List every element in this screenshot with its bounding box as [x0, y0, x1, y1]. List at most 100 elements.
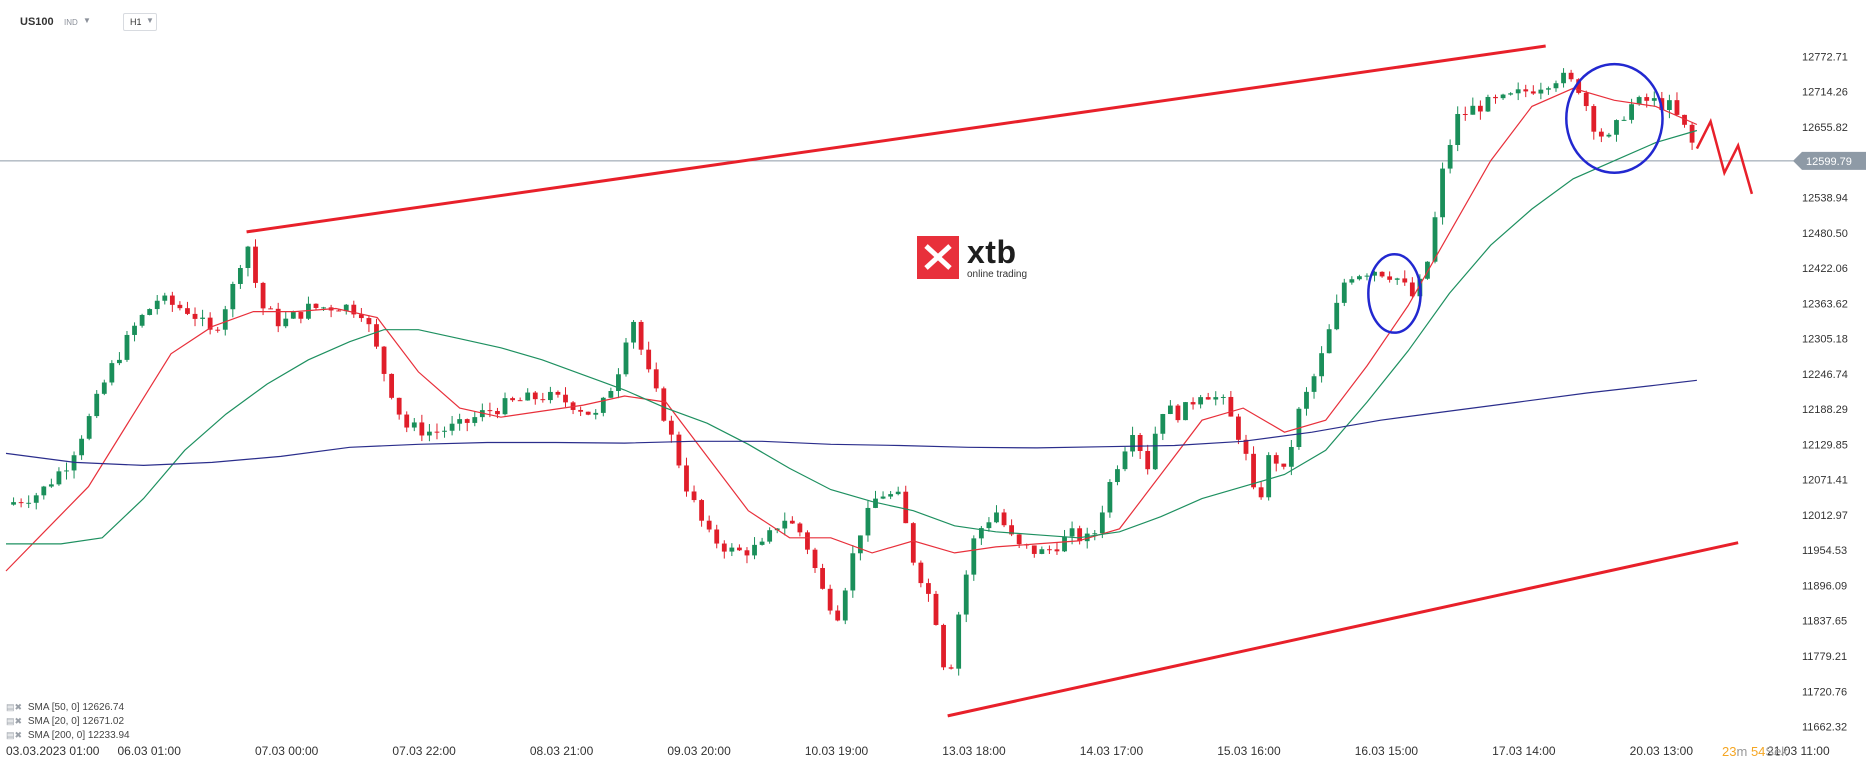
- candle-body: [1069, 528, 1075, 537]
- candle-body: [1402, 278, 1408, 283]
- channel-lines: [246, 44, 1739, 718]
- candle-body: [1205, 397, 1211, 400]
- candle-body: [1198, 397, 1204, 405]
- candle-body: [767, 530, 773, 542]
- candle-body: [600, 397, 606, 413]
- candle-body: [1523, 89, 1529, 92]
- candle-body: [389, 373, 395, 398]
- candle-body: [729, 547, 735, 552]
- candle-body: [608, 390, 614, 398]
- candle-body: [290, 312, 296, 319]
- symbol-label[interactable]: US100: [20, 16, 54, 28]
- price-tick-label: 12363.62: [1802, 298, 1848, 310]
- candle-body: [1462, 113, 1468, 115]
- candle-body: [147, 309, 153, 315]
- settings-close-icon[interactable]: ▤✖: [6, 702, 23, 712]
- candle-body: [464, 419, 470, 423]
- candle-body: [495, 411, 500, 415]
- candle-body: [1372, 271, 1377, 276]
- candle-body: [714, 529, 720, 544]
- candle-body: [888, 494, 894, 497]
- legend-item[interactable]: ▤✖ SMA [200, 0] 12233.94: [6, 728, 130, 742]
- time-tick-label: 07.03 22:00: [392, 744, 456, 758]
- candle-body: [411, 422, 417, 428]
- candle-body: [434, 431, 440, 433]
- candles: [11, 68, 1695, 676]
- candle-body: [835, 610, 841, 621]
- candle-body: [79, 438, 85, 456]
- candle-body: [351, 304, 357, 315]
- timer-minutes-unit: m: [1736, 744, 1748, 759]
- candle-body: [268, 308, 274, 310]
- candle-body: [1538, 89, 1544, 94]
- candle-body: [1341, 282, 1347, 303]
- time-tick-label: 16.03 15:00: [1355, 744, 1419, 758]
- time-tick-label: 17.03 14:00: [1492, 744, 1556, 758]
- candle-body: [865, 507, 871, 536]
- candle-body: [1009, 525, 1015, 535]
- settings-close-icon[interactable]: ▤✖: [6, 730, 23, 740]
- candle-body: [101, 382, 107, 394]
- price-tick-label: 12071.41: [1802, 475, 1848, 487]
- candle-body: [1364, 275, 1370, 277]
- timeframe-select[interactable]: H1 ▼: [123, 13, 157, 31]
- candle-body: [1266, 455, 1272, 498]
- candle-body: [1175, 405, 1181, 421]
- candle-body: [646, 349, 652, 370]
- candle-body: [797, 523, 803, 533]
- candle-body: [1251, 453, 1256, 488]
- candle-body: [139, 314, 145, 326]
- candle-body: [948, 667, 954, 669]
- candle-body: [850, 553, 856, 591]
- time-tick-label: 20.03 13:00: [1630, 744, 1694, 758]
- candle-body: [313, 303, 319, 308]
- candle-body: [971, 538, 977, 575]
- candle-body: [525, 392, 531, 401]
- candle-body: [752, 544, 757, 556]
- candle-body: [48, 484, 54, 487]
- candle-body: [668, 420, 674, 435]
- time-tick-label: 06.03 01:00: [117, 744, 181, 758]
- candle-body: [336, 310, 342, 312]
- candle-body: [132, 325, 137, 335]
- candle-body: [1440, 168, 1445, 218]
- candle-body: [782, 520, 788, 529]
- candle-body: [1515, 89, 1521, 94]
- candle-body: [1689, 124, 1695, 143]
- candle-body: [1236, 416, 1241, 440]
- candle-body: [41, 486, 47, 496]
- time-tick-label: 10.03 19:00: [805, 744, 869, 758]
- timer-seconds-unit: Sek: [1765, 744, 1788, 759]
- time-tick-label: 03.03.2023 01:00: [6, 744, 100, 758]
- candle-body: [1546, 88, 1551, 90]
- candle-body: [1115, 469, 1120, 483]
- candle-body: [343, 304, 349, 312]
- candle-body: [1674, 100, 1680, 115]
- legend-item[interactable]: ▤✖ SMA [20, 0] 12671.02: [6, 714, 130, 728]
- candle-body: [1682, 114, 1687, 125]
- chart-toolbar: US100 IND ▼ H1 ▼: [0, 0, 1866, 36]
- candle-body: [117, 359, 122, 364]
- candle-body: [1485, 96, 1491, 112]
- legend-item[interactable]: ▤✖ SMA [50, 0] 12626.74: [6, 700, 130, 714]
- annotations: [1367, 62, 1754, 334]
- time-tick-label: 13.03 18:00: [942, 744, 1006, 758]
- candle-body: [1039, 549, 1045, 554]
- x-logo-icon: [917, 236, 959, 279]
- price-tick-label: 12538.94: [1802, 193, 1848, 205]
- candle-body: [926, 583, 931, 594]
- candle-body: [230, 283, 236, 310]
- settings-close-icon[interactable]: ▤✖: [6, 716, 23, 726]
- candle-body: [381, 346, 387, 374]
- candle-body: [895, 491, 901, 495]
- legend-label: SMA: [27, 716, 49, 727]
- chevron-down-icon[interactable]: ▼: [83, 16, 91, 25]
- candle-body: [162, 295, 168, 301]
- timeframe-label: H1: [130, 17, 142, 27]
- candle-body: [941, 624, 946, 668]
- market-label[interactable]: IND: [64, 18, 78, 27]
- candle-body: [1379, 271, 1385, 277]
- current-price-marker: [1793, 151, 1866, 170]
- candle-body: [1636, 97, 1642, 105]
